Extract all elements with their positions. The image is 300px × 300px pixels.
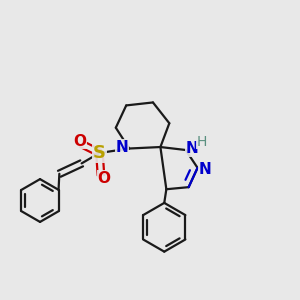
Text: H: H [197,135,207,149]
Text: S: S [93,144,106,162]
Text: O: O [98,171,110,186]
Text: N: N [116,140,128,154]
Text: N: N [199,162,212,177]
Text: O: O [74,134,87,148]
Text: N: N [186,141,199,156]
